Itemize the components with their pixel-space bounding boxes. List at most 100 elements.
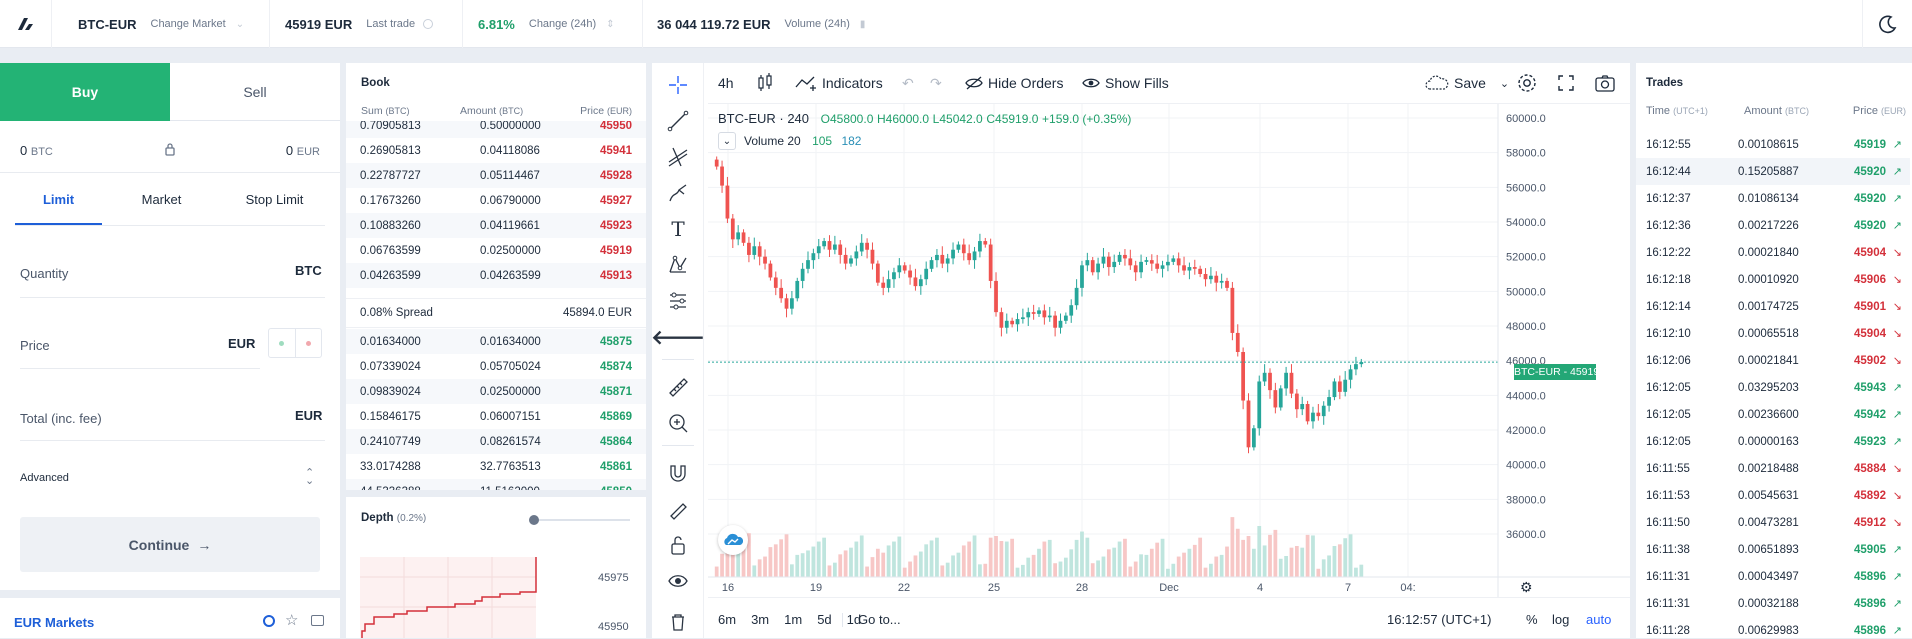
arrow-left-icon[interactable]: 🡐 <box>651 326 705 349</box>
interval-selector[interactable]: 4h <box>718 75 734 91</box>
range-1m[interactable]: 1m <box>784 611 803 627</box>
price-input[interactable] <box>20 320 260 360</box>
hide-orders-button[interactable]: Hide Orders <box>964 63 1063 103</box>
market-selector[interactable]: BTC-EUR Change Market ⌄ <box>52 0 270 48</box>
settings-gear-icon[interactable] <box>1516 63 1538 103</box>
show-fills-button[interactable]: Show Fills <box>1081 63 1169 103</box>
trade-row[interactable]: 16:12:55 0.00108615 45919 ↗ <box>1636 131 1910 158</box>
ask-row[interactable]: 0.26905813 0.04118086 45941 <box>346 138 646 163</box>
camera-icon[interactable] <box>1594 63 1616 103</box>
quantity-input[interactable] <box>20 247 325 287</box>
goto-button[interactable]: Go to... <box>858 612 901 627</box>
text-tool-icon[interactable]: T <box>671 217 685 241</box>
theme-toggle-icon[interactable] <box>1862 0 1912 48</box>
star-icon[interactable]: ☆ <box>285 612 299 629</box>
trade-row[interactable]: 16:12:05 0.00236600 45942 ↗ <box>1636 401 1910 428</box>
trade-row[interactable]: 16:12:37 0.01086134 45920 ↗ <box>1636 185 1910 212</box>
chevron-down-icon[interactable]: ⌄ <box>1499 77 1510 90</box>
undo-icon[interactable]: ↶ <box>902 74 914 91</box>
chart-clock[interactable]: 16:12:57 (UTC+1) <box>1387 612 1492 627</box>
tab-market[interactable]: Market <box>141 192 182 207</box>
legend-collapse-icon[interactable]: ⌄ <box>718 132 736 150</box>
trade-row[interactable]: 16:12:05 0.00000163 45923 ↗ <box>1636 428 1910 455</box>
trash-icon[interactable] <box>652 603 704 639</box>
redo-icon[interactable]: ↷ <box>930 74 942 91</box>
trade-row[interactable]: 16:12:06 0.00021841 45902 ↘ <box>1636 347 1910 374</box>
ask-row[interactable]: 0.06763599 0.02500000 45919 <box>346 238 646 263</box>
ask-row[interactable]: 0.10883260 0.04119661 45923 <box>346 213 646 238</box>
trade-row[interactable]: 16:11:53 0.00545631 45892 ↘ <box>1636 482 1910 509</box>
y-tick-label: 44000.0 <box>1506 390 1546 402</box>
magnet-icon[interactable] <box>652 455 704 491</box>
range-3m[interactable]: 3m <box>751 611 770 627</box>
save-button[interactable]: Save ⌄ <box>1424 63 1509 103</box>
price-chart[interactable]: 60000.0 58000.0 56000.0 54000.0 52000.0 50000… <box>708 104 1630 597</box>
bid-row[interactable]: 0.01634000 0.01634000 45875 <box>346 329 646 354</box>
trade-row[interactable]: 16:11:31 0.00043497 45896 ↗ <box>1636 563 1910 590</box>
trade-row[interactable]: 16:11:31 0.00032188 45896 ↗ <box>1636 590 1910 617</box>
brush-icon[interactable] <box>652 175 704 211</box>
unlock-icon[interactable] <box>652 527 704 563</box>
trade-row[interactable]: 16:11:28 0.00629983 45896 ↗ <box>1636 617 1910 638</box>
advanced-toggle[interactable]: Advanced <box>20 472 69 484</box>
bid-row[interactable]: 0.07339024 0.05705024 45874 <box>346 354 646 379</box>
ruler-icon[interactable] <box>652 369 704 405</box>
bid-row[interactable]: 33.0174288 32.7763513 45861 <box>346 454 646 479</box>
zoom-in-icon[interactable] <box>652 405 704 441</box>
range-6m[interactable]: 6m <box>718 611 737 627</box>
trade-row[interactable]: 16:12:22 0.00021840 45904 ↘ <box>1636 239 1910 266</box>
continue-button[interactable]: Continue → <box>20 517 320 572</box>
trade-row[interactable]: 16:12:14 0.00174725 45901 ↘ <box>1636 293 1910 320</box>
bid-row[interactable]: 0.09839024 0.02500000 45871 <box>346 379 646 404</box>
sell-tab[interactable]: Sell <box>170 63 340 121</box>
trade-row[interactable]: 16:11:38 0.00651893 45905 ↗ <box>1636 536 1910 563</box>
eye-icon[interactable] <box>652 563 704 599</box>
trade-row[interactable]: 16:12:18 0.00010920 45906 ↘ <box>1636 266 1910 293</box>
fib-icon[interactable] <box>652 139 704 175</box>
expand-icon[interactable]: ⌃ ⌄ <box>305 467 315 487</box>
logo-icon[interactable] <box>0 0 52 48</box>
trade-row[interactable]: 16:11:50 0.00473281 45912 ↘ <box>1636 509 1910 536</box>
pattern-icon[interactable] <box>652 247 704 283</box>
price-selector[interactable] <box>268 328 322 358</box>
trend-line-icon[interactable] <box>652 103 704 139</box>
ask-row[interactable]: 0.22787727 0.05114467 45928 <box>346 163 646 188</box>
range-5d[interactable]: 5d <box>817 611 832 627</box>
ask-row[interactable]: 0.17673260 0.06790000 45927 <box>346 188 646 213</box>
bid-row[interactable]: 0.24107749 0.08261574 45864 <box>346 429 646 454</box>
depth-slider-handle[interactable] <box>529 515 539 525</box>
change-market-link[interactable]: Change Market <box>150 18 226 30</box>
trade-amount: 0.00473281 <box>1738 516 1799 529</box>
trade-row[interactable]: 16:12:36 0.00217226 45920 ↗ <box>1636 212 1910 239</box>
trade-row[interactable]: 16:12:10 0.00065518 45904 ↘ <box>1636 320 1910 347</box>
best-ask-dot[interactable] <box>294 329 322 357</box>
auto-toggle[interactable]: auto <box>1586 612 1612 627</box>
trade-row[interactable]: 16:12:05 0.03295203 45943 ↗ <box>1636 374 1910 401</box>
bid-row[interactable]: 44.5336388 11.5162000 45850 <box>346 479 646 490</box>
tab-stop-limit[interactable]: Stop Limit <box>245 192 304 207</box>
folder-icon[interactable] <box>311 615 324 626</box>
crosshair-icon[interactable] <box>652 67 704 103</box>
range-1d[interactable]: 1d <box>846 611 862 627</box>
candle-type-icon[interactable] <box>756 63 774 103</box>
log-toggle[interactable]: log <box>1552 612 1570 627</box>
indicators-button[interactable]: Indicators <box>794 63 883 103</box>
volume-bar <box>924 544 929 577</box>
percent-toggle[interactable]: % <box>1526 612 1538 627</box>
trade-row[interactable]: 16:11:55 0.00218488 45884 ↘ <box>1636 455 1910 482</box>
trade-row[interactable]: 16:12:44 0.15205887 45920 ↗ <box>1636 158 1910 185</box>
candle <box>956 244 961 250</box>
bid-row[interactable]: 0.15846175 0.06007151 45869 <box>346 404 646 429</box>
radio-icon[interactable] <box>263 615 275 627</box>
buy-tab[interactable]: Buy <box>0 63 170 121</box>
ask-row[interactable]: 0.04263599 0.04263599 45913 <box>346 263 646 288</box>
depth-slider-track[interactable] <box>532 519 630 521</box>
lock-drawing-icon[interactable] <box>652 491 704 527</box>
prediction-icon[interactable] <box>652 283 704 319</box>
tradingview-logo-icon[interactable] <box>718 525 748 555</box>
best-bid-dot[interactable] <box>269 329 295 357</box>
tab-limit[interactable]: Limit <box>42 192 75 207</box>
candle <box>1354 364 1358 370</box>
ask-row[interactable]: 0.70905813 0.50000000 45950 <box>346 121 646 138</box>
fullscreen-icon[interactable] <box>1556 63 1576 103</box>
